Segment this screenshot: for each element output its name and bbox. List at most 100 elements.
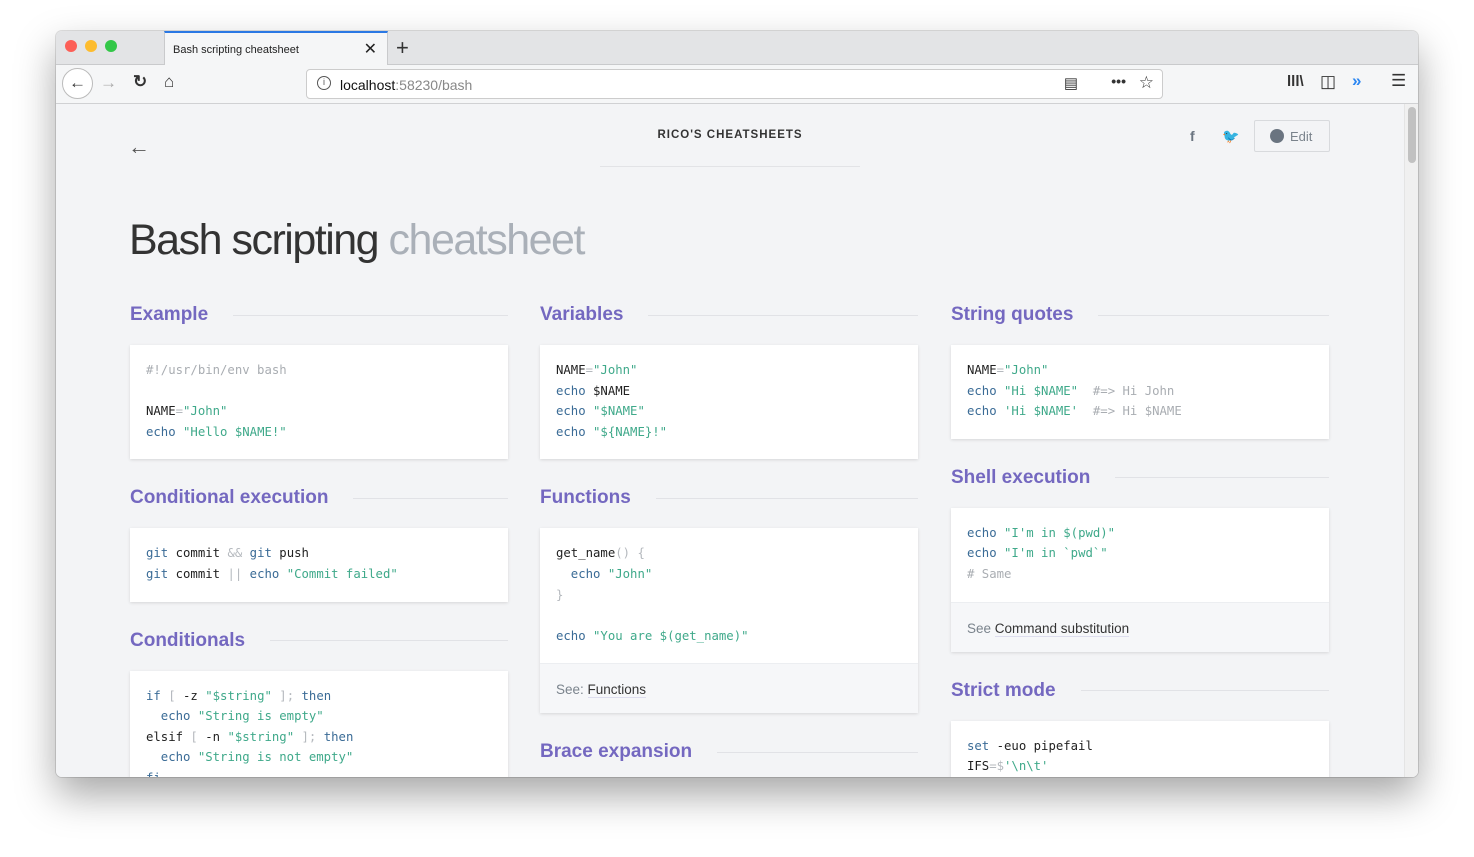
code-line: echo "String is empty" <box>146 706 492 727</box>
zoom-window-button[interactable] <box>105 40 117 52</box>
page-actions-icon[interactable]: ••• <box>1111 73 1126 89</box>
code-token: "String is empty" <box>197 709 324 724</box>
page-title: Bash scripting cheatsheet <box>129 216 586 265</box>
scrollbar[interactable] <box>1404 104 1418 777</box>
cheat-card: git commit && git push git commit || echo… <box>130 528 508 602</box>
cheat-card: get_name() { echo "John"} echo "You are … <box>540 528 918 714</box>
code-line: set -euo pipefail <box>967 736 1313 757</box>
footer-link[interactable]: Functions <box>587 682 647 699</box>
new-tab-icon[interactable]: + <box>396 35 409 60</box>
section-heading: Strict mode <box>951 676 1329 706</box>
code-token: echo <box>249 566 280 581</box>
card-footer: See: Functions <box>540 663 918 714</box>
code-token: echo <box>556 628 586 643</box>
info-icon[interactable]: i <box>317 76 331 90</box>
code-token: NAME <box>967 363 997 377</box>
bookmark-star-icon[interactable]: ☆ <box>1138 73 1154 92</box>
code-token: "John" <box>593 363 638 377</box>
code-token: echo <box>556 383 586 398</box>
brand-divider <box>600 166 860 167</box>
tab-active[interactable]: Bash scripting cheatsheet ✕ <box>164 31 388 66</box>
reader-view-icon[interactable]: ▤ <box>1063 75 1078 92</box>
home-icon[interactable]: ⌂ <box>164 72 175 91</box>
code-line: echo "Hi $NAME" #=> Hi John <box>967 381 1313 402</box>
library-icon[interactable]: lll\ <box>1287 73 1304 90</box>
code-line: echo "String is not empty" <box>146 747 492 768</box>
title-light: cheatsheet <box>388 216 586 264</box>
code-block: get_name() { echo "John"} echo "You are … <box>540 528 918 663</box>
code-line: # Same <box>967 564 1313 585</box>
code-block: NAME="John" echo $NAME echo "$NAME" echo "$… <box>540 345 918 459</box>
code-token: "String is not empty" <box>197 750 354 765</box>
reload-icon[interactable]: ↻ <box>133 72 148 91</box>
code-token: "John" <box>1004 363 1049 377</box>
code-token: echo <box>967 404 997 419</box>
code-token <box>997 546 1004 560</box>
section-heading: Example <box>130 300 508 330</box>
overflow-chevrons-icon[interactable]: » <box>1352 71 1362 90</box>
code-token: } <box>556 587 564 602</box>
column-1: Example #!/usr/bin/env bash NAME="John" ec… <box>130 300 508 777</box>
card-footer: See Command substitution <box>951 601 1329 652</box>
code-block: git commit && git push git commit || echo… <box>130 528 508 601</box>
code-token: #!/usr/bin/env bash <box>146 363 287 377</box>
code-token <box>997 526 1004 540</box>
tab-title: Bash scripting cheatsheet <box>173 44 299 56</box>
code-token: echo <box>967 525 997 540</box>
code-token: elsif <box>146 729 184 744</box>
site-brand[interactable]: RICO'S CHEATSHEETS <box>657 129 803 141</box>
code-token: -z <box>183 688 206 703</box>
cheat-card: echo "I'm in $(pwd)" echo "I'm in `pwd`" #… <box>951 507 1329 652</box>
code-token: "$string" <box>205 688 272 703</box>
url-path: :58230/bash <box>395 77 473 93</box>
code-token: if <box>146 688 161 703</box>
scrollbar-thumb[interactable] <box>1408 107 1416 163</box>
cheat-card: set -euo pipefail IFS=$'\n\t' <box>951 720 1329 777</box>
edit-button[interactable]: Edit <box>1254 120 1330 152</box>
close-tab-icon[interactable]: ✕ <box>363 41 377 58</box>
code-line: } <box>556 585 902 606</box>
code-token <box>242 567 249 581</box>
section-heading: Conditionals <box>130 626 508 656</box>
twitter-icon[interactable]: 🐦 <box>1222 128 1240 144</box>
minimize-window-button[interactable] <box>85 40 97 52</box>
page-content: ← RICO'S CHEATSHEETS f 🐦 Edit Bash scrip… <box>56 104 1418 777</box>
code-token: "$NAME" <box>593 404 645 419</box>
code-token <box>997 384 1004 398</box>
code-token: "${NAME}!" <box>593 424 668 439</box>
code-token <box>190 709 197 723</box>
menu-icon[interactable]: ☰ <box>1391 71 1407 90</box>
section-heading: Brace expansion <box>540 737 918 767</box>
code-line: echo "$NAME" <box>556 401 902 422</box>
code-token: [ <box>183 729 206 744</box>
forward-icon[interactable]: → <box>100 73 117 92</box>
cheat-card: NAME="John" echo $NAME echo "$NAME" echo "$… <box>540 345 918 460</box>
code-block: echo "I'm in $(pwd)" echo "I'm in `pwd`" #… <box>951 508 1329 602</box>
code-line: NAME="John" <box>556 360 902 381</box>
cheat-card: if [ -z "$string" ]; then echo "String i… <box>130 670 508 777</box>
code-token <box>586 404 593 418</box>
code-token: "Hi $NAME" <box>1004 383 1079 398</box>
back-icon[interactable]: ← <box>62 68 93 99</box>
code-token: () { <box>615 546 645 561</box>
sidebar-icon[interactable]: ◫ <box>1320 72 1337 91</box>
code-line: git commit && git push <box>146 543 492 564</box>
code-token: #=> Hi John <box>1078 383 1175 398</box>
close-window-button[interactable] <box>65 40 77 52</box>
back-arrow-icon[interactable]: ← <box>128 134 150 159</box>
section-heading: String quotes <box>951 300 1329 330</box>
code-line: echo "I'm in `pwd`" <box>967 543 1313 564</box>
code-block: #!/usr/bin/env bash NAME="John" echo "Hel… <box>130 345 508 459</box>
code-line: #!/usr/bin/env bash <box>146 360 492 381</box>
title-main: Bash scripting <box>129 216 380 264</box>
title-bar: Bash scripting cheatsheet ✕ + <box>56 31 1418 66</box>
code-token: echo <box>967 383 997 398</box>
code-line: echo $NAME <box>556 381 902 402</box>
footer-link[interactable]: Command substitution <box>994 620 1130 637</box>
footer-prefix: See <box>967 620 995 636</box>
cheat-card: #!/usr/bin/env bash NAME="John" echo "Hel… <box>130 345 508 460</box>
url-bar[interactable]: i localhost:58230/bash ▤ ••• ☆ <box>306 69 1163 99</box>
code-token: "You are $(get_name)" <box>593 628 749 643</box>
facebook-icon[interactable]: f <box>1190 128 1195 144</box>
browser-window: Bash scripting cheatsheet ✕ + ← → ↻ ⌂ i l… <box>56 31 1418 777</box>
